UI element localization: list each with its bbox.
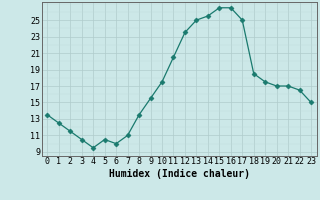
X-axis label: Humidex (Indice chaleur): Humidex (Indice chaleur) xyxy=(109,169,250,179)
